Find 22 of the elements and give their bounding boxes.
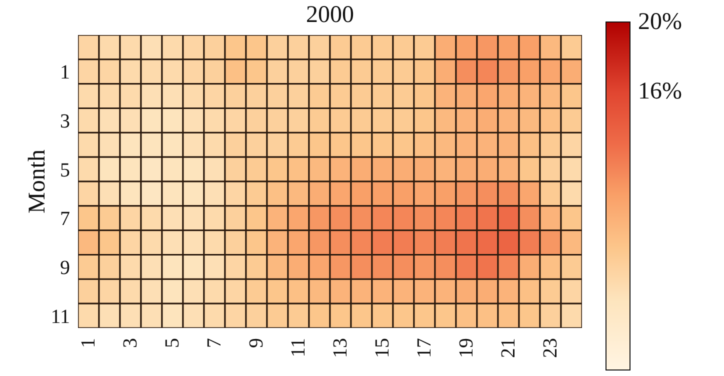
x-tick-label: 9 — [246, 338, 268, 348]
color-bar-label: 20% — [638, 9, 682, 35]
x-tick-label: 15 — [372, 338, 394, 358]
x-tick-label: 1 — [78, 338, 100, 348]
x-tick-label: 21 — [498, 338, 520, 358]
y-tick-label: 11 — [50, 306, 70, 328]
x-tick-label: 7 — [204, 338, 226, 348]
x-tick-label: 11 — [288, 338, 310, 358]
x-tick-label: 19 — [456, 338, 478, 358]
y-tick-label: 9 — [60, 257, 70, 280]
x-tick-label: 23 — [540, 338, 562, 358]
y-tick-label: 5 — [60, 159, 70, 182]
y-tick-label: 7 — [60, 208, 70, 230]
x-tick-label: 17 — [414, 338, 436, 358]
x-tick-label: 13 — [330, 338, 352, 358]
y-tick-label: 1 — [60, 62, 70, 84]
y-axis-title: Month — [24, 149, 51, 214]
y-tick-label: 3 — [60, 110, 70, 133]
x-tick-label: 5 — [162, 338, 184, 348]
x-tick-label: 3 — [120, 338, 142, 348]
chart-title: 2000 — [305, 2, 355, 29]
color-bar-label: 16% — [638, 78, 682, 105]
